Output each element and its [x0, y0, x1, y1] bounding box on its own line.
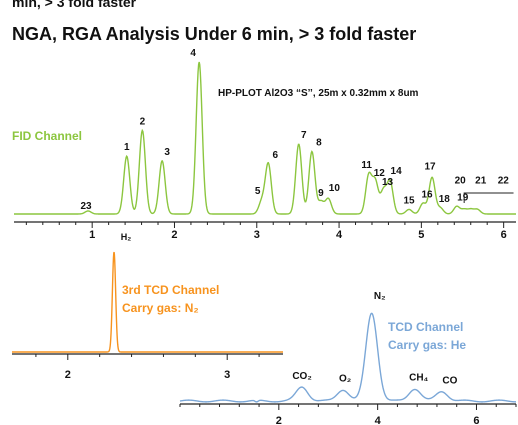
tcd-peak-label: CO: [442, 375, 457, 386]
page-title: NGA, RGA Analysis Under 6 min, > 3 fold …: [12, 24, 417, 44]
tcd-carrier-label: Carry gas: He: [388, 338, 466, 352]
clipped-title: min, > 3 fold faster: [12, 0, 137, 10]
third-tcd-trace: [12, 251, 283, 353]
fid-bracket: [463, 192, 514, 203]
tcd-peak-label: CH₄: [409, 373, 428, 384]
tcd-peak-labels: CO₂ O₂ N₂ CH₄ CO: [292, 291, 457, 386]
fid-peak-label: 19: [457, 192, 469, 203]
tcd-peak-label: N₂: [374, 291, 386, 302]
tcd-channel-label: TCD Channel: [388, 320, 463, 334]
fid-peak-label: 10: [329, 183, 341, 194]
fid-peak-label: 13: [382, 177, 394, 188]
fid-peak-label: 1: [124, 142, 130, 153]
tcd-tick-label: 2: [276, 415, 282, 425]
fid-peak-label: 16: [421, 189, 433, 200]
tcd-peak-label: O₂: [339, 374, 351, 385]
fid-peak-label: 18: [439, 194, 451, 205]
tcd-tick-label: 4: [375, 415, 382, 425]
tcd-ticks: 2 4 6: [179, 404, 517, 425]
third-tcd-peak-label: H₂: [121, 232, 132, 242]
tcd-trace: [179, 312, 517, 403]
fid-tick-label: 3: [254, 229, 260, 241]
fid-tick-label: 1: [89, 229, 95, 241]
third-tcd-tick-label: 2: [65, 369, 71, 381]
fid-trace: [14, 61, 516, 215]
fid-peak-label: 2: [140, 116, 146, 127]
third-tcd-peak-labels: H₂: [121, 232, 132, 242]
fid-channel-label: FID Channel: [12, 129, 82, 143]
third-tcd-carrier-label: Carry gas: N₂: [122, 301, 199, 315]
third-tcd-channel-label: 3rd TCD Channel: [122, 283, 219, 297]
fid-peak-label: 5: [255, 186, 261, 197]
tcd-peak-label: CO₂: [292, 371, 311, 382]
fid-peak-label: 14: [391, 166, 403, 177]
tcd-tick-label: 6: [473, 415, 479, 425]
fid-ticks: 1 2 3 4 5 6: [25, 222, 507, 241]
third-tcd-tick-label: 3: [224, 369, 230, 381]
fid-tick-label: 6: [501, 229, 507, 241]
fid-tick-label: 4: [336, 229, 343, 241]
fid-peak-label: 15: [403, 195, 415, 206]
fid-peak-label: 7: [301, 130, 307, 141]
fid-peak-label: 4: [190, 48, 196, 59]
tcd-panel: TCD Channel Carry gas: He 2 4 6 CO₂ O₂ N₂ CH₄…: [179, 291, 517, 425]
column-spec-label: HP-PLOT Al2O3 “S’’, 25m x 0.32mm x 8um: [218, 88, 419, 99]
fid-peak-label: 9: [318, 188, 324, 199]
fid-peak-label: 17: [424, 162, 436, 173]
fid-tick-label: 2: [171, 229, 177, 241]
fid-tick-label: 5: [418, 229, 424, 241]
fid-peak-label: 21: [475, 175, 487, 186]
fid-peak-label: 11: [361, 160, 372, 171]
fid-peak-label: 6: [273, 150, 279, 161]
fid-peak-label: 12: [374, 168, 386, 179]
fid-peak-label: 3: [164, 147, 170, 158]
fid-peak-label: 23: [81, 201, 93, 212]
fid-peak-label: 8: [316, 138, 322, 149]
fid-peak-label: 22: [498, 175, 510, 186]
fid-panel: FID Channel HP-PLOT Al2O3 “S’’, 25m x 0.…: [12, 48, 516, 241]
fid-peak-label: 20: [455, 175, 467, 186]
